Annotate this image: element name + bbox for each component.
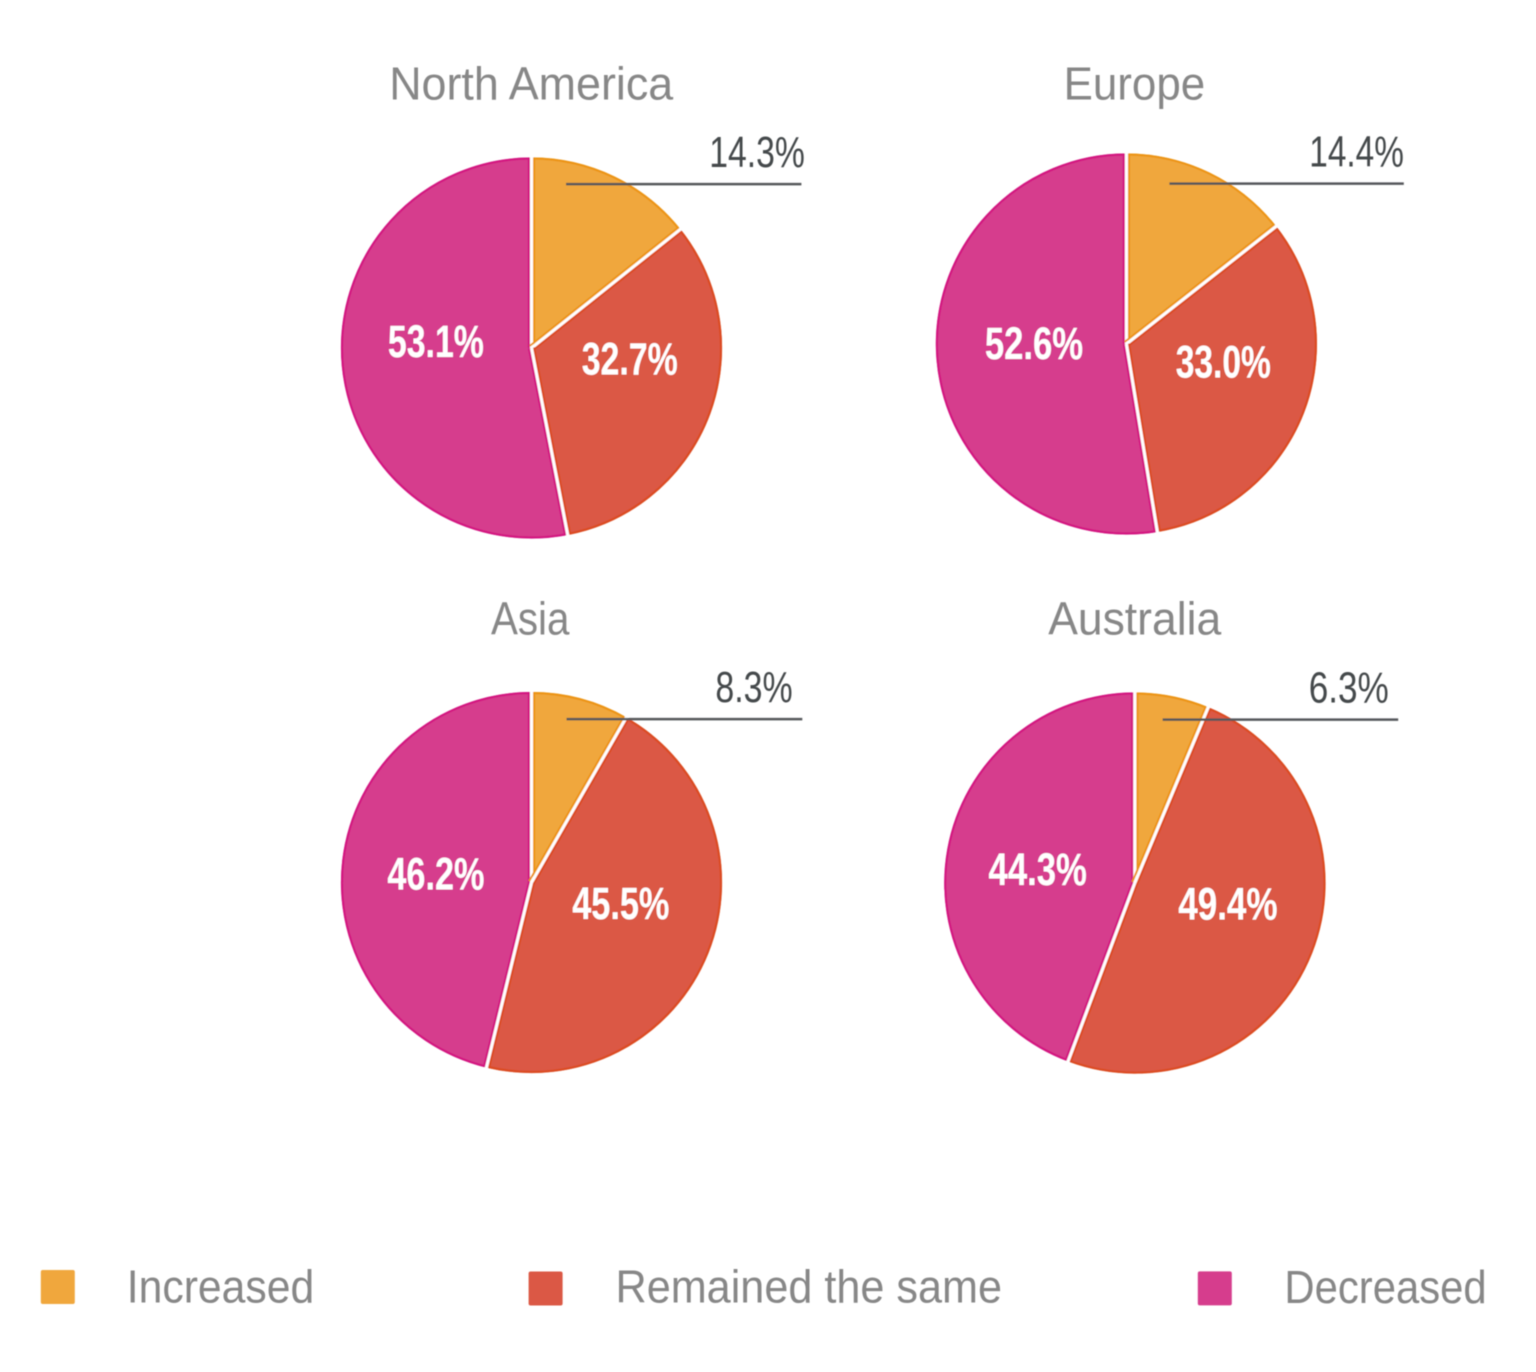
svg-text:44.3%: 44.3% [989, 844, 1087, 895]
svg-text:53.1%: 53.1% [388, 316, 484, 367]
svg-text:Asia: Asia [491, 593, 570, 645]
svg-text:Europe: Europe [1064, 57, 1206, 109]
svg-text:32.7%: 32.7% [582, 334, 678, 385]
svg-text:49.4%: 49.4% [1178, 878, 1277, 929]
svg-text:33.0%: 33.0% [1176, 336, 1271, 387]
svg-text:14.4%: 14.4% [1309, 127, 1404, 176]
svg-text:52.6%: 52.6% [985, 318, 1083, 369]
svg-text:46.2%: 46.2% [387, 849, 484, 900]
svg-text:Increased: Increased [127, 1261, 314, 1313]
svg-text:North America: North America [389, 57, 673, 109]
svg-text:45.5%: 45.5% [572, 878, 669, 929]
svg-text:Australia: Australia [1048, 593, 1221, 645]
svg-text:8.3%: 8.3% [715, 663, 792, 712]
svg-text:6.3%: 6.3% [1309, 663, 1389, 712]
svg-text:14.3%: 14.3% [709, 128, 805, 177]
svg-text:Decreased: Decreased [1284, 1261, 1486, 1313]
svg-text:Remained the same: Remained the same [616, 1261, 1003, 1313]
